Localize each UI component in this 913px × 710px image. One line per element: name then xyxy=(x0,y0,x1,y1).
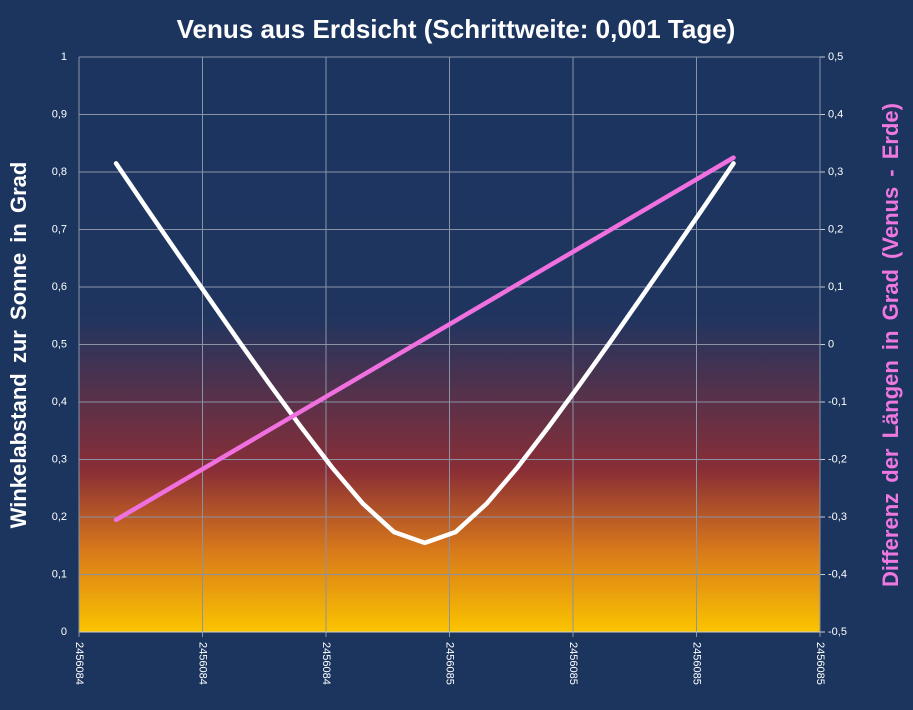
chart-title: Venus aus Erdsicht (Schrittweite: 0,001 … xyxy=(177,14,736,44)
y2-tick-label: 0,5 xyxy=(828,51,843,63)
y2-axis-label: Differenz der Längen in Grad (Venus - Er… xyxy=(878,103,903,587)
y-tick-label: 0,3 xyxy=(52,453,67,465)
data-line xyxy=(113,161,736,546)
y-tick-label: 0,2 xyxy=(52,511,67,523)
x-tick-label: 2456084 xyxy=(73,642,85,685)
y2-tick-label: -0,2 xyxy=(828,453,847,465)
x-tick-label: 2456084 xyxy=(197,642,209,685)
x-tick-label: 2456085 xyxy=(814,642,826,685)
y-tick-label: 0,1 xyxy=(52,568,67,580)
x-tick-label: 2456085 xyxy=(691,642,703,685)
y2-tick-label: -0,5 xyxy=(828,626,847,638)
y-tick-label: 1 xyxy=(61,51,67,63)
x-tick-label: 2456084 xyxy=(320,642,332,685)
y-tick-label: 0,5 xyxy=(52,338,67,350)
y-tick-label: 0 xyxy=(61,626,67,638)
y2-tick-label: 0,4 xyxy=(828,108,843,120)
y-tick-label: 0,8 xyxy=(52,166,67,178)
x-tick-label: 2456085 xyxy=(567,642,579,685)
y-tick-label: 0,9 xyxy=(52,108,67,120)
x-tick-label: 2456085 xyxy=(444,642,456,685)
y-tick-label: 0,7 xyxy=(52,223,67,235)
y2-tick-label: -0,4 xyxy=(828,568,847,580)
y2-tick-label: 0 xyxy=(828,338,834,350)
y2-tick-label: 0,1 xyxy=(828,281,843,293)
y-axis-label: Winkelabstand zur Sonne in Grad xyxy=(6,162,31,529)
y-tick-label: 0,6 xyxy=(52,281,67,293)
y2-tick-label: -0,1 xyxy=(828,396,847,408)
y2-tick-label: 0,2 xyxy=(828,223,843,235)
y-tick-label: 0,4 xyxy=(52,396,67,408)
y2-tick-label: -0,3 xyxy=(828,511,847,523)
data-line xyxy=(113,155,736,523)
y2-tick-label: 0,3 xyxy=(828,166,843,178)
